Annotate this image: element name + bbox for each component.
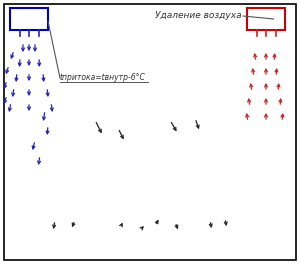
- Bar: [247, 8, 285, 30]
- Text: Удаление воздуха: Удаление воздуха: [155, 11, 242, 20]
- Text: tпритока=tвнутр-6°С: tпритока=tвнутр-6°С: [60, 73, 146, 82]
- Bar: [10, 8, 48, 30]
